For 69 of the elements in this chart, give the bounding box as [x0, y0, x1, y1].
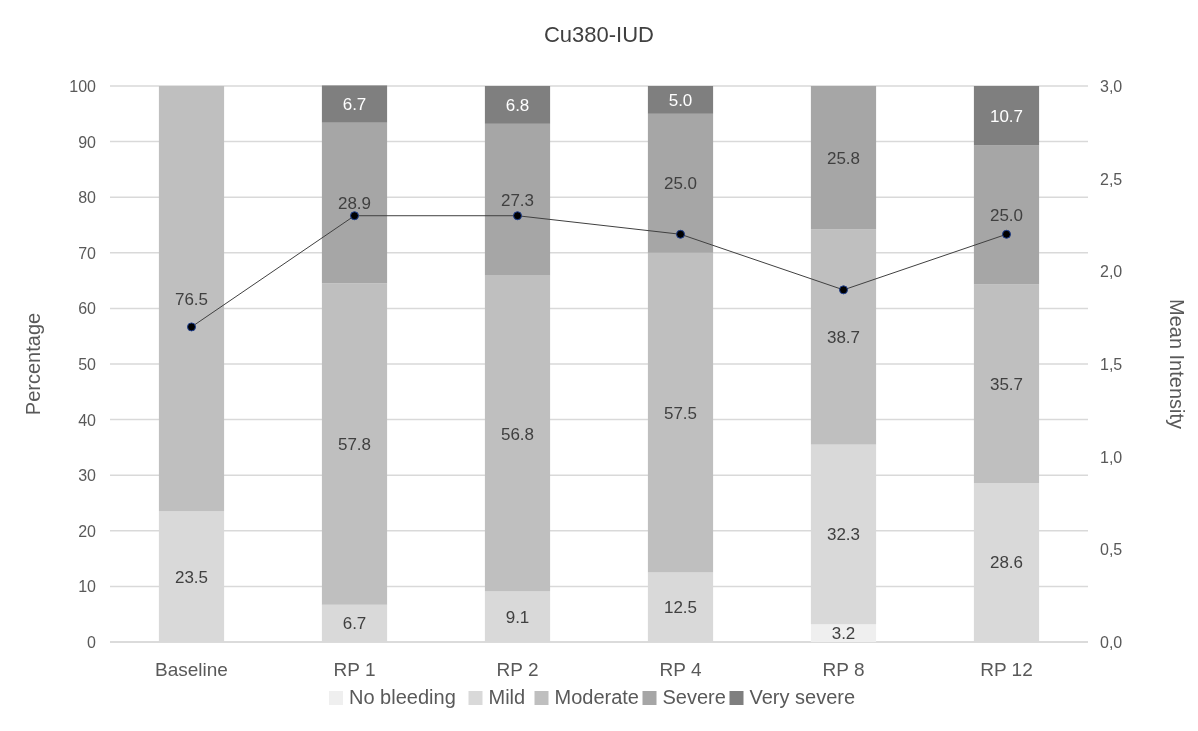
- data-label: 27.3: [500, 190, 535, 210]
- bar: [484, 123, 551, 276]
- y2-tick-label: 2,0: [1100, 263, 1123, 281]
- y2-tick-label: 1,5: [1100, 356, 1123, 373]
- y-tick-label: 0: [87, 634, 97, 651]
- data-label: 35.7: [989, 374, 1024, 394]
- y-axis-title: Percentage: [22, 312, 44, 416]
- bar: [973, 86, 1040, 146]
- data-label: 56.8: [500, 424, 535, 444]
- y2-tick-label: 0,0: [1100, 634, 1123, 651]
- x-tick-label: RP 1: [333, 659, 376, 680]
- data-label: 6.7: [342, 614, 367, 634]
- x-tick-label: RP 2: [496, 659, 539, 680]
- x-tick-label: RP 8: [822, 659, 865, 680]
- bar: [647, 86, 714, 114]
- y-tick-label: 10: [78, 578, 97, 596]
- data-label: 9.1: [505, 607, 530, 627]
- data-label: 6.8: [505, 95, 530, 115]
- y2-tick-label: 2,5: [1100, 170, 1123, 188]
- chart-title: Cu380-IUD: [543, 22, 655, 47]
- bar: [484, 275, 551, 592]
- data-label: 3.2: [831, 624, 856, 644]
- y-tick-label: 80: [78, 189, 97, 207]
- data-label: 38.7: [826, 328, 861, 348]
- data-label: 23.5: [174, 567, 209, 587]
- bar: [647, 113, 714, 253]
- data-label: 32.3: [826, 525, 861, 545]
- data-label: 57.5: [663, 403, 698, 423]
- bar: [810, 229, 877, 445]
- data-label: 12.5: [663, 598, 698, 618]
- y-tick-label: 70: [78, 244, 97, 262]
- legend-label: Moderate: [554, 686, 639, 708]
- data-label: 25.0: [663, 174, 698, 194]
- bar: [484, 86, 551, 124]
- bar: [647, 252, 714, 573]
- x-tick-label: RP 4: [659, 659, 702, 680]
- legend-label: Mild: [488, 686, 526, 708]
- bar: [158, 86, 225, 512]
- data-label: 25.8: [826, 148, 861, 168]
- y-tick-label: 50: [78, 356, 97, 373]
- x-tick-label: Baseline: [155, 659, 228, 680]
- y2-tick-label: 0,5: [1100, 541, 1123, 559]
- data-label: 28.6: [989, 553, 1024, 573]
- y2-tick-label: 3,0: [1100, 78, 1123, 95]
- bar: [973, 145, 1040, 285]
- y-tick-label: 90: [78, 133, 97, 151]
- y-tick-label: 40: [78, 411, 97, 429]
- bar: [810, 86, 877, 230]
- data-label: 57.8: [337, 435, 372, 455]
- data-label: 10.7: [989, 106, 1024, 126]
- legend-label: Very severe: [749, 686, 856, 708]
- data-label: 5.0: [668, 90, 693, 110]
- y-tick-label: 60: [78, 300, 97, 318]
- y-tick-label: 20: [78, 522, 97, 540]
- bar: [321, 85, 388, 123]
- y-tick-label: 30: [78, 467, 97, 485]
- data-label: 76.5: [174, 289, 209, 309]
- legend-label: No bleeding: [349, 686, 456, 708]
- x-tick-label: RP 12: [980, 659, 1033, 680]
- y2-axis-title: Mean Intensity: [1166, 298, 1188, 430]
- data-label: 6.7: [342, 95, 367, 115]
- bar: [321, 283, 388, 605]
- data-label: 25.0: [989, 205, 1024, 225]
- bar: [321, 122, 388, 284]
- legend-label: Severe: [662, 686, 726, 708]
- y2-tick-label: 1,0: [1100, 448, 1123, 466]
- data-label: 28.9: [337, 194, 372, 214]
- bar: [973, 284, 1040, 483]
- y-tick-label: 100: [69, 78, 97, 95]
